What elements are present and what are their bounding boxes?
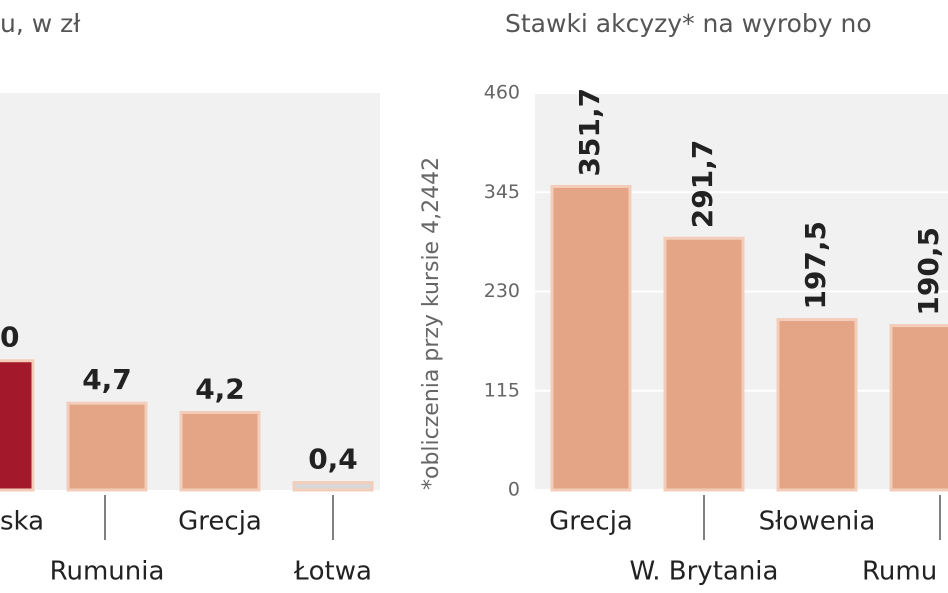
y-tick-label: 0 bbox=[508, 479, 520, 501]
footnote: *obliczenia przy kursie 4,2442 bbox=[419, 157, 444, 490]
bar bbox=[66, 401, 148, 492]
x-tick-label: Słowenia bbox=[759, 507, 876, 537]
value-label: 0 bbox=[0, 321, 19, 354]
chart-title: Stawki akcyzy* na wyroby no bbox=[505, 9, 872, 38]
value-label: 0,4 bbox=[308, 443, 358, 476]
y-tick-label: 460 bbox=[484, 82, 520, 104]
value-label: 197,5 bbox=[799, 221, 832, 310]
value-label: 351,7 bbox=[573, 88, 606, 177]
y-tick-label: 345 bbox=[484, 181, 520, 203]
x-tick-label: Grecja bbox=[549, 507, 633, 537]
x-tick-label: Łotwa bbox=[293, 557, 372, 587]
x-tick-label: W. Brytania bbox=[630, 557, 779, 587]
bar bbox=[179, 410, 261, 492]
x-tick-label: Rumunia bbox=[50, 557, 165, 587]
bar bbox=[550, 184, 632, 492]
value-label: 291,7 bbox=[686, 140, 719, 229]
x-tick-label: Grecja bbox=[178, 507, 262, 537]
bar bbox=[889, 324, 948, 492]
bar bbox=[292, 481, 374, 492]
x-tick-label: Rumu bbox=[862, 557, 937, 587]
bar bbox=[0, 359, 35, 492]
x-tick-label: ska bbox=[0, 507, 44, 537]
value-label: 190,5 bbox=[912, 227, 945, 316]
y-tick-label: 230 bbox=[484, 280, 520, 302]
bar bbox=[776, 318, 858, 492]
value-label: 4,2 bbox=[195, 372, 245, 405]
y-tick-label: 115 bbox=[484, 379, 520, 401]
value-label: 4,7 bbox=[82, 363, 132, 396]
chart-title: u, w zł bbox=[0, 9, 81, 38]
bar bbox=[663, 236, 745, 492]
